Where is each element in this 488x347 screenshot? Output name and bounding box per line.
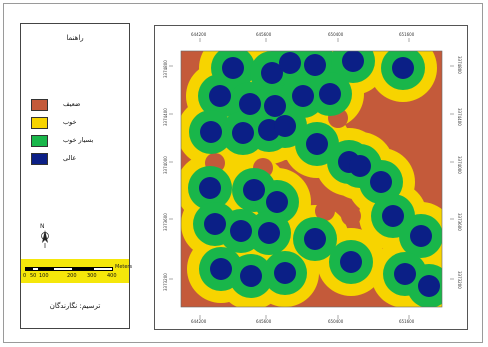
coord-label-top: 651600	[399, 32, 415, 37]
legend-item-weak: ضعیف	[31, 99, 101, 111]
excellent-core	[209, 85, 231, 107]
coord-label-bottom: 644200	[191, 319, 207, 324]
suitability-map: 644200 645600 650400 651600 644200 64560…	[163, 32, 462, 324]
scale-tick-labels: 0 50 100 200 300 400	[23, 273, 123, 281]
scale-segment	[73, 267, 93, 271]
excellent-core	[319, 83, 341, 105]
scale-segment	[53, 267, 73, 271]
excellent-core	[261, 62, 283, 84]
weak-pocket	[341, 206, 361, 226]
legend-label-weak: ضعیف	[63, 100, 81, 108]
excellent-core	[392, 57, 414, 79]
scale-segment	[32, 267, 39, 271]
weak-pocket	[315, 201, 335, 221]
scale-tick: 100	[39, 273, 49, 279]
scale-tick: 300	[87, 273, 97, 279]
map-raster	[181, 51, 442, 307]
excellent-core	[370, 171, 392, 193]
map-border	[180, 50, 443, 308]
scale-bar-line	[25, 267, 113, 271]
excellent-core	[274, 115, 296, 137]
scale-unit-label: Meters	[115, 264, 133, 270]
coord-label-right: 3373600	[457, 213, 462, 231]
coord-label-right: 3374800	[457, 56, 462, 74]
legend-item-very-good: بسیار خوب	[31, 135, 101, 147]
north-arrow-icon: N	[40, 223, 49, 248]
coord-label-bottom: 645600	[256, 319, 272, 324]
zone-excellent	[199, 51, 440, 297]
excellent-core	[394, 263, 416, 285]
excellent-core	[204, 213, 226, 235]
excellent-core	[410, 225, 432, 247]
excellent-core	[266, 191, 288, 213]
coord-label-left: 3373200	[163, 273, 168, 291]
excellent-core	[292, 85, 314, 107]
excellent-core	[279, 52, 301, 74]
excellent-core	[418, 275, 440, 297]
excellent-core	[274, 262, 296, 284]
scale-tick: 200	[67, 273, 77, 279]
excellent-core	[230, 220, 252, 242]
legend-item-excellent: عالی	[31, 153, 101, 165]
excellent-core	[199, 177, 221, 199]
scale-tick: 0	[23, 273, 27, 279]
excellent-core	[232, 122, 254, 144]
legend-label-good: خوب	[63, 118, 77, 126]
legend-swatch-excellent	[31, 153, 48, 165]
scale-bar: Meters 0 50 100 200 300 400	[21, 259, 133, 283]
legend-title: راهنما	[66, 34, 84, 42]
coord-label-right: 3374000	[457, 156, 462, 174]
coord-label-right: 3374400	[457, 108, 462, 126]
legend-panel: راهنما ضعیف خوب بسیار خوب عالی N	[20, 23, 133, 329]
legend-swatch-weak	[31, 99, 48, 111]
coord-label-bottom: 650400	[328, 319, 344, 324]
excellent-core	[304, 54, 326, 76]
legend-swatch-very-good	[31, 135, 48, 147]
scale-segment	[93, 267, 113, 271]
author-credit: ترسیم: نگارندگان	[49, 302, 101, 310]
weak-pocket	[385, 111, 405, 131]
coord-label-right: 3373200	[457, 271, 462, 289]
legend-label-excellent: عالی	[63, 154, 77, 162]
coord-label-left: 3374000	[163, 156, 168, 174]
scale-segment	[39, 267, 53, 271]
map-frame: 644200 645600 650400 651600 644200 64560…	[154, 25, 468, 330]
excellent-core	[200, 121, 222, 143]
coordinate-ticks	[169, 38, 454, 319]
scale-tick: 400	[107, 273, 117, 279]
excellent-core	[304, 228, 326, 250]
coord-label-top: 650400	[328, 32, 344, 37]
excellent-core	[243, 179, 265, 201]
scale-segment	[25, 267, 32, 271]
svg-text:N: N	[40, 223, 45, 230]
excellent-core	[382, 205, 404, 227]
excellent-core	[239, 93, 261, 115]
legend-item-good: خوب	[31, 117, 101, 129]
legend-label-very-good: بسیار خوب	[63, 136, 94, 144]
excellent-core	[264, 95, 286, 117]
coord-label-top: 644200	[191, 32, 207, 37]
excellent-core	[258, 222, 280, 244]
layout-frame: راهنما ضعیف خوب بسیار خوب عالی N	[3, 3, 483, 343]
excellent-core	[349, 155, 371, 177]
legend-swatch-good	[31, 117, 48, 129]
excellent-core	[342, 51, 364, 72]
excellent-core	[340, 251, 362, 273]
excellent-core	[306, 133, 328, 155]
excellent-core	[240, 265, 262, 287]
coord-label-left: 3374400	[163, 108, 168, 126]
excellent-core	[210, 258, 232, 280]
coord-label-left: 3373600	[163, 213, 168, 231]
coord-label-bottom: 651600	[399, 319, 415, 324]
coord-label-left: 3374800	[163, 60, 168, 78]
coord-label-top: 645600	[256, 32, 272, 37]
scale-tick: 50	[30, 273, 37, 279]
excellent-core	[222, 57, 244, 79]
